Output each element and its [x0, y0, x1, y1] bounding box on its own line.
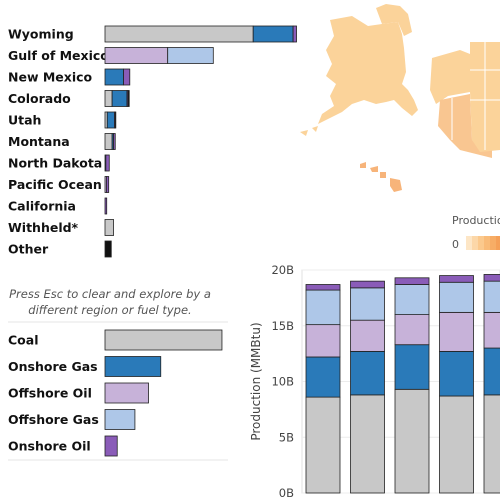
y-tick-label: 20B — [271, 263, 294, 277]
region-bar-california-onshore-oil[interactable] — [104, 197, 108, 215]
fuel-label-onshore-gas[interactable]: Onshore Gas — [8, 359, 98, 374]
region-label-utah[interactable]: Utah — [8, 113, 41, 128]
year-bar-2-coal[interactable] — [350, 394, 385, 494]
fuel-bar-offshore-oil[interactable] — [104, 382, 149, 404]
map-region-hawaii-2[interactable] — [370, 166, 378, 172]
region-bar-colorado-coal[interactable] — [104, 90, 113, 107]
region-label-new-mexico[interactable]: New Mexico — [8, 70, 93, 85]
region-label-montana[interactable]: Montana — [8, 134, 70, 149]
year-bar-4-coal[interactable] — [439, 395, 474, 494]
instructions-line: different region or fuel type. — [28, 303, 191, 317]
map-legend-swatch — [478, 236, 484, 250]
map-legend-swatch — [496, 236, 500, 250]
year-bar-3-coal[interactable] — [394, 388, 430, 494]
y-tick-label: 0B — [279, 486, 294, 500]
region-bar-colorado-other[interactable] — [127, 90, 130, 107]
us-map[interactable] — [300, 4, 500, 192]
instructions-text: Press Esc to clear and explore by a diffe… — [9, 287, 211, 317]
map-legend-title: Production — [452, 214, 500, 227]
region-bar-gulf-of-mexico-offshore-oil[interactable] — [104, 47, 169, 64]
year-bar-4-onshore-oil[interactable] — [439, 275, 474, 283]
map-legend-swatch — [490, 236, 496, 250]
year-bar-5-coal[interactable] — [483, 394, 500, 494]
region-bar-utah-onshore-gas[interactable] — [106, 111, 115, 129]
region-label-gulf-of-mexico[interactable]: Gulf of Mexico — [8, 48, 109, 63]
region-label-north-dakota[interactable]: North Dakota — [8, 156, 102, 171]
region-bar-wyoming-onshore-gas[interactable] — [252, 25, 294, 43]
region-bar-withheld-coal[interactable] — [104, 219, 114, 236]
y-tick-label: 15B — [271, 319, 294, 333]
region-bar-pacific-ocean-onshore-oil[interactable] — [106, 176, 110, 193]
map-legend-swatch — [484, 236, 490, 250]
region-bar-wyoming-onshore-oil[interactable] — [292, 25, 297, 43]
year-bar-1-coal[interactable] — [305, 396, 341, 494]
map-region-hawaii-1[interactable] — [360, 162, 366, 168]
year-bar-1-onshore-oil[interactable] — [305, 284, 341, 291]
year-bar-5-onshore-oil[interactable] — [483, 274, 500, 282]
y-tick-label: 10B — [271, 375, 294, 389]
year-bar-4-offshore-oil[interactable] — [439, 311, 474, 352]
map-region-alaska-west[interactable] — [376, 4, 412, 36]
y-axis-title: Production (MMBtu) — [249, 322, 263, 440]
map-region-hawaii-4[interactable] — [390, 178, 402, 192]
region-bar-montana-coal[interactable] — [104, 133, 113, 150]
year-bar-3-onshore-oil[interactable] — [394, 277, 430, 285]
year-bar-3-offshore-gas[interactable] — [394, 284, 430, 315]
map-legend-swatch — [466, 236, 472, 250]
fuel-label-offshore-oil[interactable]: Offshore Oil — [8, 386, 92, 401]
year-bar-1-offshore-gas[interactable] — [305, 289, 341, 326]
map-region-pacific-northwest[interactable] — [430, 50, 470, 104]
fuel-bar-coal[interactable] — [104, 329, 223, 351]
year-bar-5-offshore-oil[interactable] — [483, 311, 500, 349]
year-bar-4-offshore-gas[interactable] — [439, 281, 474, 313]
year-bar-2-offshore-oil[interactable] — [350, 319, 385, 352]
map-region-aleutians[interactable] — [300, 126, 318, 136]
region-bar-new-mexico-onshore-oil[interactable] — [123, 68, 131, 86]
year-bar-3-onshore-gas[interactable] — [394, 344, 430, 390]
map-region-alaska[interactable] — [318, 16, 418, 124]
year-bar-3-offshore-oil[interactable] — [394, 314, 430, 346]
region-bar-north-dakota-onshore-oil[interactable] — [105, 154, 110, 172]
map-legend-swatch — [472, 236, 478, 250]
fuel-label-onshore-oil[interactable]: Onshore Oil — [8, 439, 91, 454]
fuel-label-coal[interactable]: Coal — [8, 333, 38, 348]
year-bar-1-onshore-gas[interactable] — [305, 356, 341, 398]
year-bar-5-offshore-gas[interactable] — [483, 280, 500, 313]
region-label-withheld[interactable]: Withheld* — [8, 220, 79, 235]
instructions-line: Press Esc to clear and explore by a — [9, 287, 211, 301]
year-bar-1-offshore-oil[interactable] — [305, 324, 341, 358]
region-bar-utah-other[interactable] — [114, 111, 117, 129]
region-bar-montana-onshore-oil[interactable] — [113, 133, 116, 150]
region-bar-colorado-onshore-gas[interactable] — [111, 90, 128, 107]
year-bar-5-onshore-gas[interactable] — [483, 347, 500, 396]
map-legend-min-label: 0 — [452, 238, 459, 251]
region-label-wyoming[interactable]: Wyoming — [8, 27, 74, 42]
fuel-label-offshore-gas[interactable]: Offshore Gas — [8, 412, 99, 427]
y-tick-label: 5B — [279, 430, 294, 444]
year-bar-2-offshore-gas[interactable] — [350, 287, 385, 321]
fuel-bar-onshore-gas[interactable] — [104, 356, 162, 377]
fuel-bar-offshore-gas[interactable] — [104, 409, 136, 430]
region-bar-gulf-of-mexico-offshore-gas[interactable] — [167, 47, 214, 64]
region-bar-new-mexico-onshore-gas[interactable] — [104, 68, 124, 86]
year-bar-2-onshore-oil[interactable] — [350, 280, 385, 289]
region-label-california[interactable]: California — [8, 199, 76, 214]
map-legend: Production 0 — [452, 214, 500, 251]
map-region-hawaii-3[interactable] — [380, 172, 386, 178]
year-bar-2-onshore-gas[interactable] — [350, 350, 385, 396]
region-label-pacific-ocean[interactable]: Pacific Ocean — [8, 177, 102, 192]
region-bar-chart: Wyoming Gulf of Mexico New Mexico Colorado U… — [8, 25, 297, 258]
region-label-other[interactable]: Other — [8, 242, 49, 257]
region-bar-other-other[interactable] — [104, 240, 112, 258]
annual-production-chart: 0B 5B 10B 15B 20B Production (MMBtu) — [249, 263, 500, 500]
region-label-colorado[interactable]: Colorado — [8, 91, 71, 106]
year-bar-4-onshore-gas[interactable] — [439, 350, 474, 397]
fuel-type-bar-chart: Coal Onshore Gas Offshore Oil Offshore Gas O… — [8, 329, 223, 457]
region-bar-wyoming-coal[interactable] — [104, 25, 254, 43]
fuel-bar-onshore-oil[interactable] — [104, 435, 118, 457]
